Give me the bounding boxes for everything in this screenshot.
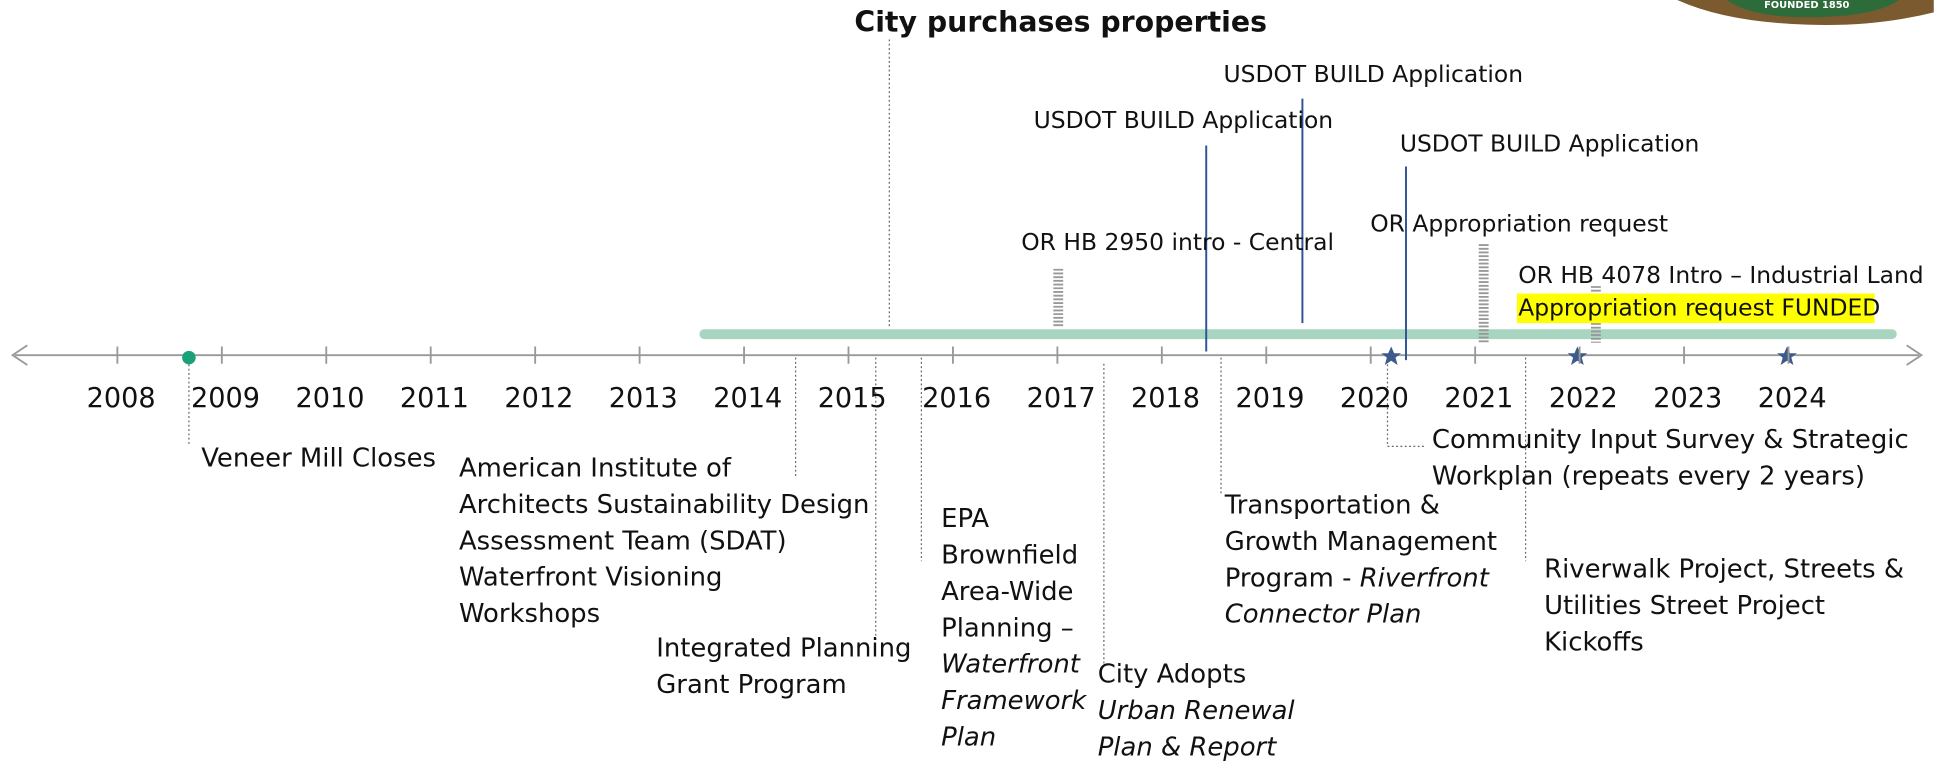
event-label: USDOT BUILD Application [1034, 105, 1334, 133]
text-run: Area-Wide [941, 576, 1073, 606]
event-label: Waterfront Visioning [459, 562, 723, 592]
event-label: OR HB 4078 Intro – Industrial Land [1518, 261, 1923, 289]
text-run: USDOT BUILD Application [1034, 105, 1334, 133]
logo-text: FOUNDED 1850 [1764, 0, 1849, 11]
event-label: Grant Program [656, 669, 846, 699]
event-label: USDOT BUILD Application [1223, 60, 1523, 88]
event-label: City Adopts [1098, 659, 1247, 689]
year-label: 2021 [1444, 383, 1513, 414]
event-label: Assessment Team (SDAT) [459, 526, 787, 556]
text-run: OR Appropriation request [1370, 209, 1668, 237]
year-label: 2019 [1235, 383, 1304, 414]
logo: FOUNDED 1850 [1677, 0, 1934, 26]
text-run: Plan [941, 722, 996, 752]
year-label: 2011 [400, 383, 469, 414]
event-label: Growth Management [1225, 526, 1497, 556]
event-label: Plan [941, 722, 996, 752]
year-label: 2016 [922, 383, 991, 414]
event-label: Workplan (repeats every 2 years) [1432, 461, 1865, 491]
event-label: Framework [941, 686, 1087, 716]
event-label: American Institute of [459, 453, 732, 483]
event-label: Area-Wide [941, 576, 1073, 606]
text-run: Growth Management [1225, 526, 1497, 556]
text-run: Utilities Street Project [1544, 591, 1825, 621]
event-label: Program - Riverfront [1225, 563, 1490, 593]
year-label: 2014 [713, 383, 782, 414]
text-run: Planning – [941, 613, 1074, 643]
event-label: Plan & Report [1098, 732, 1277, 762]
event-label: Architects Sustainability Design [459, 489, 869, 519]
text-run: Plan & Report [1098, 732, 1277, 762]
event-label: Utilities Street Project [1544, 591, 1825, 621]
event-label: Appropriation request FUNDED [1518, 293, 1880, 321]
text-run: Integrated Planning [656, 633, 911, 663]
event-label: Waterfront [941, 649, 1081, 679]
text-run: Community Input Survey & Strategic [1432, 425, 1909, 455]
year-label: 2008 [87, 383, 156, 414]
event-label: Integrated Planning [656, 633, 911, 663]
text-run: USDOT BUILD Application [1400, 129, 1700, 157]
text-run: Brownfield [941, 540, 1078, 570]
text-run: USDOT BUILD Application [1223, 60, 1523, 88]
axis-arrows [10, 344, 1924, 366]
year-label: 2012 [504, 383, 573, 414]
event-label: Brownfield [941, 540, 1078, 570]
text-run: American Institute of [459, 453, 732, 483]
event-label: Planning – [941, 613, 1074, 643]
event-label: Kickoffs [1544, 627, 1644, 657]
text-run: Waterfront Visioning [459, 562, 723, 592]
text-run: Urban Renewal [1098, 695, 1296, 725]
text-run: Grant Program [656, 669, 846, 699]
year-label: 2023 [1653, 383, 1722, 414]
progress-band [699, 329, 1897, 340]
text-run: EPA [941, 504, 989, 534]
text-run: Architects Sustainability Design [459, 489, 869, 519]
text-run: Waterfront [941, 649, 1081, 679]
text-run: Appropriation request FUNDED [1518, 293, 1880, 321]
year-label: 2018 [1131, 383, 1200, 414]
text-run: OR HB 4078 Intro – Industrial Land [1518, 261, 1923, 289]
event-label: Transportation & [1224, 490, 1440, 520]
event-label: Workshops [459, 599, 600, 629]
text-run: Connector Plan [1225, 599, 1422, 629]
title: City purchases properties [854, 5, 1267, 38]
event-label: OR HB 2950 intro - Central [1021, 227, 1334, 255]
year-label: 2020 [1340, 383, 1409, 414]
event-label: USDOT BUILD Application [1400, 129, 1700, 157]
text-run: Riverfront [1360, 563, 1490, 593]
text-run: Program - [1225, 563, 1360, 593]
text-run: Workshops [459, 599, 600, 629]
year-label: 2013 [609, 383, 678, 414]
year-label: 2015 [818, 383, 887, 414]
event-label: Community Input Survey & Strategic [1432, 425, 1909, 455]
event-label: Veneer Mill Closes [201, 443, 436, 473]
year-label: 2017 [1027, 383, 1096, 414]
text-run: Transportation & [1224, 490, 1440, 520]
event-label: EPA [941, 504, 989, 534]
text-run: Kickoffs [1544, 627, 1644, 657]
event-label: Riverwalk Project, Streets & [1544, 554, 1904, 584]
milestone-dot [182, 350, 196, 365]
stars [1381, 346, 1797, 366]
text-run: Riverwalk Project, Streets & [1544, 554, 1904, 584]
text-run: City Adopts [1098, 659, 1247, 689]
highlight [1516, 293, 1875, 324]
year-label: 2024 [1758, 383, 1827, 414]
text-run: Veneer Mill Closes [201, 443, 436, 473]
text-run: Assessment Team (SDAT) [459, 526, 787, 556]
text-run: Framework [941, 686, 1087, 716]
year-label: 2009 [191, 383, 260, 414]
event-label: Connector Plan [1225, 599, 1422, 629]
year-label: 2022 [1549, 383, 1618, 414]
text-run: OR HB 2950 intro - Central [1021, 227, 1334, 255]
event-label: OR Appropriation request [1370, 209, 1668, 237]
text-run: Workplan (repeats every 2 years) [1432, 461, 1865, 491]
year-label: 2010 [295, 383, 364, 414]
event-label: Urban Renewal [1098, 695, 1296, 725]
